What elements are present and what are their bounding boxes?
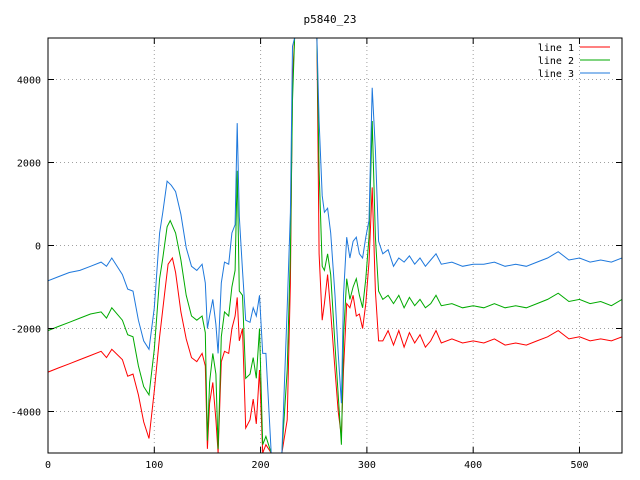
y-tick-label: 0 xyxy=(35,242,41,253)
axis-layer: -4000 -2000 0 2000 4000 0 100 200 300 400 500 xyxy=(11,37,623,471)
chart-title: p5840_23 xyxy=(304,13,357,26)
legend-label-2: line 2 xyxy=(538,56,574,67)
y-tick-label: -2000 xyxy=(11,325,41,336)
x-tick-label: 200 xyxy=(252,460,270,471)
series-line-2 xyxy=(48,38,622,453)
x-tick-label: 0 xyxy=(45,460,51,471)
legend: line 1 line 2 line 3 xyxy=(538,43,610,80)
series-line-1 xyxy=(48,38,622,453)
series-line-3 xyxy=(48,38,622,453)
series-layer xyxy=(48,38,622,453)
legend-label-1: line 1 xyxy=(538,43,574,54)
x-tick-label: 300 xyxy=(358,460,376,471)
legend-label-3: line 3 xyxy=(538,69,574,80)
y-tick-label: 4000 xyxy=(17,76,41,87)
x-tick-label: 500 xyxy=(570,460,588,471)
x-tick-label: 100 xyxy=(145,460,163,471)
plot-frame xyxy=(47,37,623,454)
y-tick-label: -4000 xyxy=(11,408,41,419)
grid-layer xyxy=(47,38,622,453)
y-tick-label: 2000 xyxy=(17,159,41,170)
x-tick-label: 400 xyxy=(464,460,482,471)
